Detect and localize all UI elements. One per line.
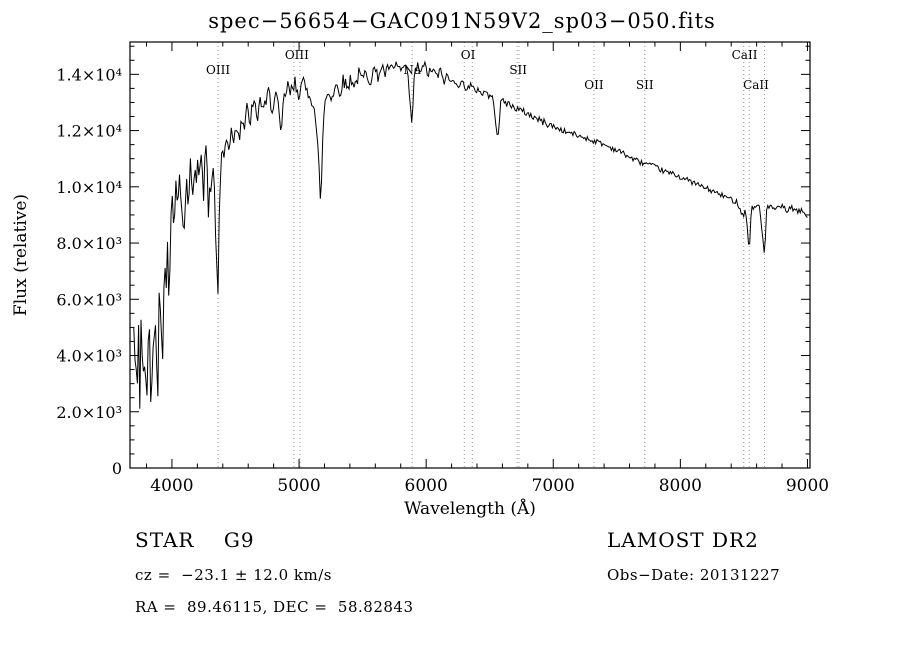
x-axis-label: Wavelength (Å): [404, 498, 536, 519]
spectral-line-label: OIII: [206, 63, 230, 77]
spectral-line-label: SII: [509, 63, 527, 77]
coords-text: RA = 89.46115, DEC = 58.82843: [135, 598, 414, 616]
spectral-line-label: CaII: [743, 78, 769, 92]
y-axis-label: Flux (relative): [11, 194, 31, 316]
y-tick-label: 1.4×10⁴: [56, 65, 122, 84]
spectral-line-label: SII: [636, 78, 654, 92]
axis-ticks: [129, 41, 811, 469]
y-tick-label: 2.0×10³: [56, 403, 122, 422]
x-tick-label: 9000: [786, 476, 829, 496]
y-tick-label: 6.0×10³: [56, 290, 122, 309]
x-tick-label: 5000: [277, 476, 320, 496]
spectrum-plot: spec−56654−GAC091N59V2_sp03−050.fits OII…: [11, 9, 829, 519]
spectrum-trace: [133, 60, 808, 409]
plot-title: spec−56654−GAC091N59V2_sp03−050.fits: [208, 9, 716, 33]
y-tick-label: 1.0×10⁴: [56, 178, 122, 197]
x-tick-label: 4000: [150, 476, 193, 496]
cz-text: cz = −23.1 ± 12.0 km/s: [135, 566, 332, 584]
object-class-text: STAR G9: [135, 528, 255, 552]
survey-text: LAMOST DR2: [607, 528, 759, 552]
spectral-line-label: CaII: [732, 48, 758, 62]
y-tick-label: 8.0×10³: [56, 234, 122, 253]
x-tick-label: 8000: [659, 476, 702, 496]
spectrum-series: [133, 60, 808, 409]
spectral-line-label: OI: [461, 48, 476, 62]
x-tick-label: 6000: [405, 476, 448, 496]
y-tick-label: 1.2×10⁴: [56, 122, 122, 141]
x-tick-label: 7000: [532, 476, 575, 496]
spectrum-plot-container: spec−56654−GAC091N59V2_sp03−050.fits OII…: [11, 9, 829, 519]
obs-date-text: Obs−Date: 20131227: [607, 566, 781, 584]
axis-labels: 4000 5000 6000 7000 8000 9000 0 2.0×10³ 4.0×10³ 6…: [56, 65, 829, 496]
spectral-line-label: OIII: [285, 48, 309, 62]
y-tick-label: 4.0×10³: [56, 347, 122, 366]
y-tick-label: 0: [112, 459, 122, 478]
plot-frame: [129, 41, 811, 469]
spectral-line-label: OII: [584, 78, 604, 92]
